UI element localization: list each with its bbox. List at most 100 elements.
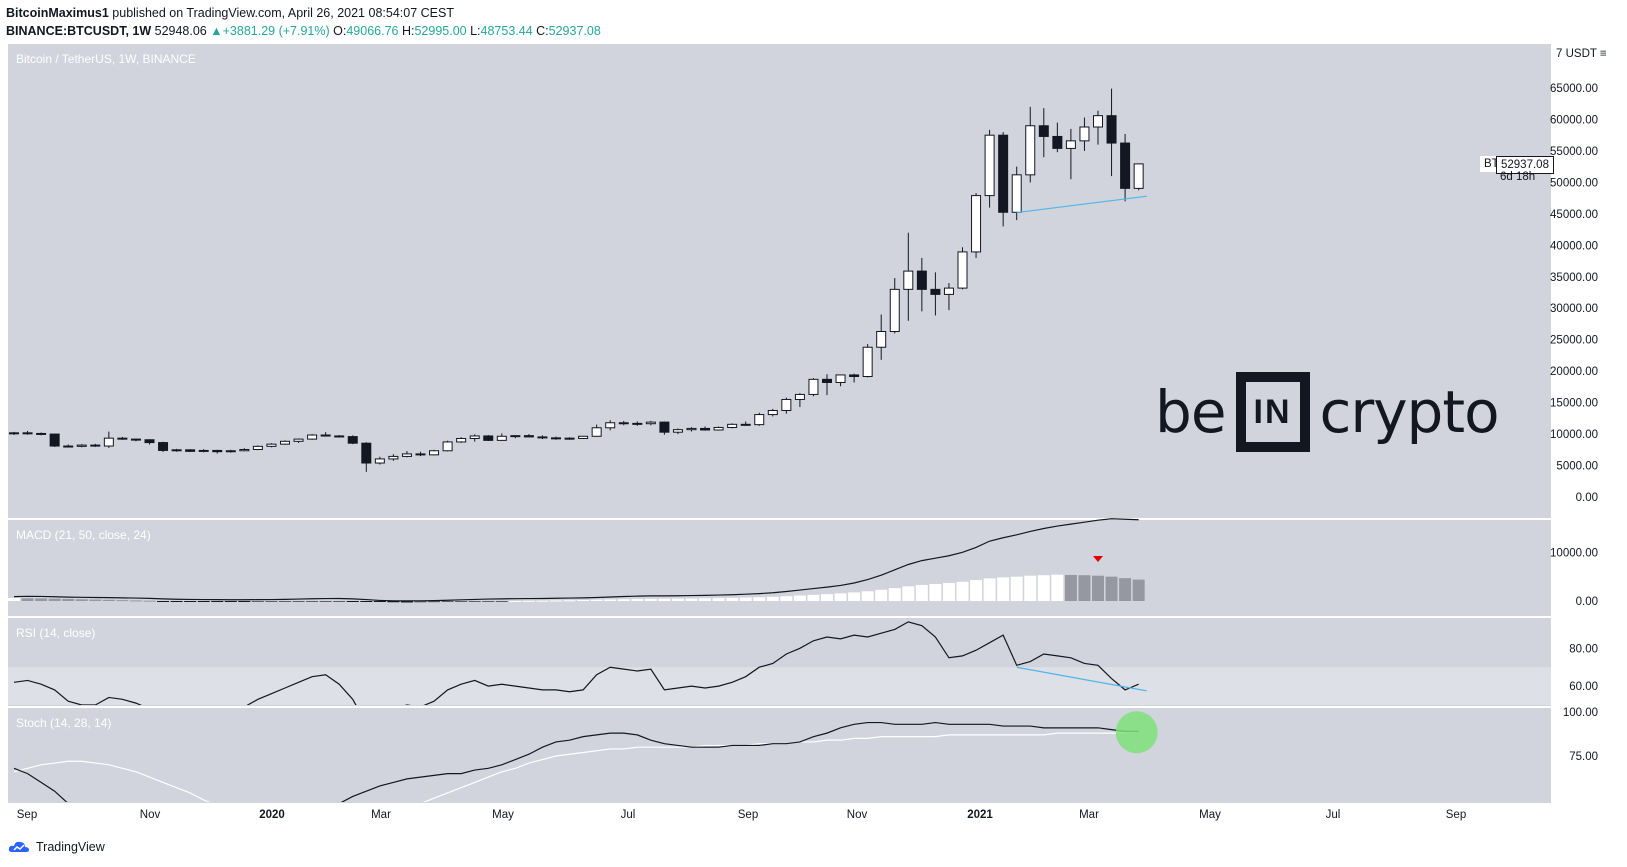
- macd-histogram-bar: [658, 598, 671, 601]
- candle-up: [1133, 163, 1144, 189]
- candle-up: [456, 437, 467, 443]
- macd-histogram-bar: [157, 601, 170, 602]
- candle-down: [36, 432, 47, 435]
- macd-histogram-bar: [1010, 576, 1023, 601]
- macd-histogram-bar: [861, 591, 874, 601]
- price-tick-label: 65000.00: [1550, 83, 1598, 95]
- main-price-pane[interactable]: Bitcoin / TetherUS, 1W, BINANCE: [8, 44, 1551, 518]
- price-axis[interactable]: [1551, 44, 1627, 518]
- candle-down: [1038, 125, 1049, 137]
- menu-icon[interactable]: ≡: [1599, 48, 1607, 60]
- candle-down: [930, 288, 941, 295]
- rsi-tick-label: 60.00: [1569, 681, 1598, 693]
- macd-histogram-bar: [780, 596, 793, 601]
- price-axis-top-tick: 7 USDT ≡: [1556, 48, 1607, 60]
- bar-countdown: 6d 18h: [1500, 171, 1536, 183]
- candle-up: [1079, 126, 1090, 142]
- macd-histogram-bar: [739, 597, 752, 601]
- candle-down: [117, 437, 128, 440]
- author-name[interactable]: BitcoinMaximus1: [6, 6, 109, 20]
- candle-up: [239, 448, 250, 452]
- macd-histogram-bar: [279, 601, 291, 602]
- candle-down: [849, 374, 860, 378]
- macd-histogram-bar: [482, 601, 495, 602]
- candle-up: [307, 434, 318, 440]
- price-tick-label: 5000.00: [1556, 461, 1598, 473]
- candle-down: [740, 423, 751, 426]
- price-tick-label: 25000.00: [1550, 335, 1598, 347]
- beincrypto-logo: be IN crypto: [1155, 372, 1500, 452]
- pane-separator[interactable]: [8, 616, 1627, 618]
- candle-down: [916, 270, 927, 290]
- rsi-axis[interactable]: [1551, 618, 1627, 706]
- macd-pane-title: MACD (21, 50, close, 24): [16, 528, 151, 542]
- low-value: 48753.44: [480, 24, 533, 38]
- price-tick-label: 40000.00: [1550, 240, 1598, 252]
- candle-up: [496, 435, 507, 441]
- macd-histogram-bar: [373, 601, 386, 602]
- macd-histogram-bar: [251, 601, 264, 602]
- candle-up: [835, 374, 846, 383]
- candle-up: [1011, 174, 1022, 213]
- macd-pane[interactable]: MACD (21, 50, close, 24): [8, 520, 1551, 616]
- pane-separator[interactable]: [8, 706, 1627, 708]
- macd-histogram-bar: [21, 598, 34, 601]
- macd-histogram-bar: [441, 601, 454, 602]
- candle-up: [1025, 125, 1036, 176]
- candle-up: [862, 346, 873, 378]
- price-tick-label: 60000.00: [1550, 114, 1598, 126]
- tradingview-cloud-icon: [8, 841, 30, 852]
- open-label: O:: [333, 24, 347, 38]
- time-tick-label: Nov: [847, 809, 868, 821]
- candle-down: [185, 449, 196, 452]
- macd-histogram-bar: [170, 601, 183, 602]
- candle-up: [442, 441, 453, 452]
- macd-histogram-bar: [550, 600, 562, 602]
- macd-tick-label: 10000.00: [1550, 547, 1598, 559]
- macd-histogram-bar: [956, 581, 969, 601]
- stoch-k-line: [13, 721, 1139, 802]
- price-tick-label: 45000.00: [1550, 209, 1598, 221]
- macd-histogram-bar: [631, 598, 644, 601]
- macd-histogram-bar: [184, 601, 197, 602]
- candle-down: [334, 435, 345, 438]
- candle-up: [252, 445, 263, 450]
- candle-down: [49, 433, 60, 447]
- logo-right-text: crypto: [1319, 378, 1500, 446]
- rsi-pane-title: RSI (14, close): [16, 626, 96, 640]
- macd-histogram-bar: [211, 601, 224, 602]
- ohlc-legend: BINANCE:BTCUSDT, 1W 52948.06 ▲+3881.29 (…: [6, 22, 601, 40]
- time-axis[interactable]: [8, 802, 1551, 825]
- macd-histogram-bar: [766, 596, 779, 601]
- macd-histogram-bar: [644, 598, 657, 601]
- macd-histogram-bar: [224, 601, 237, 602]
- macd-histogram-bar: [671, 598, 684, 601]
- macd-histogram-bar: [997, 577, 1010, 601]
- footer-brand[interactable]: TradingView: [8, 840, 105, 854]
- price-tick-label: 30000.00: [1550, 303, 1598, 315]
- stoch-cross-highlight: [1115, 711, 1158, 754]
- macd-histogram-bar: [8, 598, 20, 601]
- candle-up: [266, 443, 277, 447]
- rsi-divergence-line: [1016, 666, 1147, 692]
- pane-separator[interactable]: [8, 518, 1627, 520]
- candle-down: [632, 422, 643, 425]
- candle-down: [523, 435, 534, 438]
- candle-down: [564, 437, 575, 440]
- macd-histogram-bar: [970, 580, 983, 601]
- candle-down: [130, 438, 141, 441]
- macd-histogram-bar: [821, 594, 833, 601]
- macd-histogram-bar: [1092, 575, 1104, 601]
- macd-axis[interactable]: [1551, 520, 1627, 616]
- high-label: H:: [401, 24, 415, 38]
- stoch-tick-label: 100.00: [1563, 707, 1598, 719]
- close-label: C:: [536, 24, 549, 38]
- macd-histogram-bar: [428, 601, 441, 603]
- macd-histogram-bar: [89, 599, 102, 601]
- time-tick-label: 2020: [259, 809, 285, 821]
- candle-up: [984, 134, 995, 197]
- stoch-axis[interactable]: [1551, 708, 1627, 802]
- stoch-pane[interactable]: Stoch (14, 28, 14): [8, 708, 1551, 802]
- candle-up: [76, 444, 87, 447]
- macd-histogram-bar: [143, 600, 156, 602]
